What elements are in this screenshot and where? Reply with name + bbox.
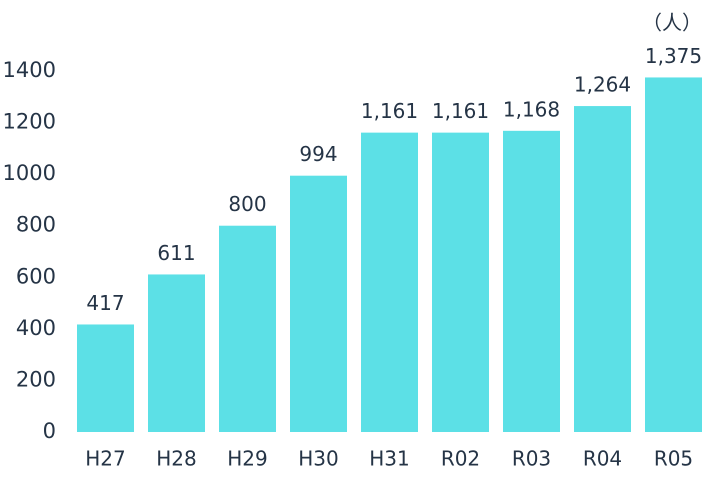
y-tick-label: 0 [43,419,56,443]
bar [574,106,631,432]
y-tick-label: 1200 [3,110,56,134]
y-tick-label: 600 [16,264,56,288]
x-tick-label: R03 [512,447,551,471]
bar [361,132,418,432]
value-label: 611 [157,241,195,265]
unit-label: （人） [642,11,702,35]
y-tick-label: 200 [16,367,56,391]
bar [503,130,560,432]
x-tick-label: H27 [85,447,126,471]
bar [77,324,134,432]
bar [290,175,347,432]
y-tick-label: 1000 [3,161,56,185]
bar [148,274,205,432]
value-label: 417 [86,291,124,315]
x-tick-label: H29 [227,447,268,471]
bar [645,77,702,433]
x-tick-label: R04 [583,447,622,471]
y-tick-label: 800 [16,213,56,237]
value-label: 1,168 [503,97,560,121]
bar [432,132,489,432]
value-label: 1,375 [645,44,702,68]
y-tick-label: 1400 [3,58,56,82]
y-tick-label: 400 [16,316,56,340]
value-label: 994 [299,142,337,166]
bar [219,225,276,432]
value-label: 1,161 [361,99,418,123]
x-tick-label: H30 [298,447,339,471]
x-tick-label: R02 [441,447,480,471]
value-label: 1,264 [574,73,631,97]
value-label: 800 [228,192,266,216]
x-tick-label: H31 [369,447,410,471]
value-label: 1,161 [432,99,489,123]
x-tick-label: R05 [654,447,693,471]
x-tick-label: H28 [156,447,197,471]
